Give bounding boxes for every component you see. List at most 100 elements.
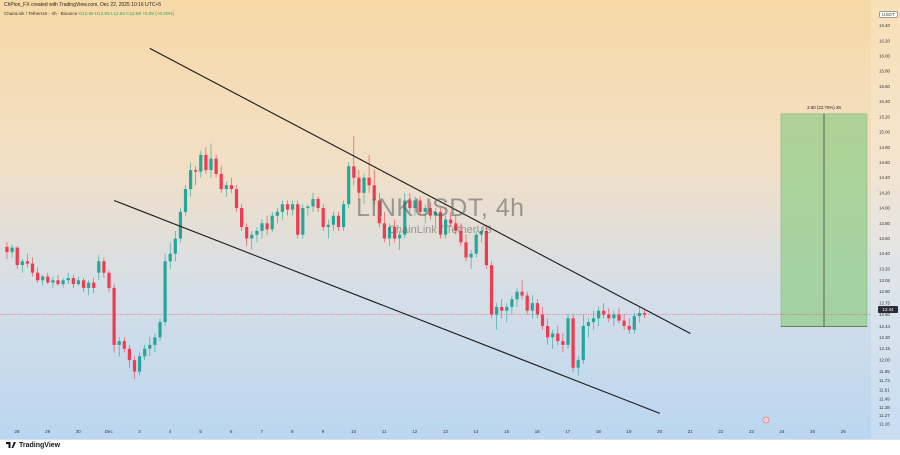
candle-body: [505, 306, 509, 311]
candle-body: [117, 341, 121, 345]
candle-body: [357, 177, 361, 193]
candle-body: [132, 360, 137, 372]
candle-body: [382, 223, 386, 239]
candle-body: [551, 333, 555, 338]
y-tick-label: 11.49: [879, 396, 890, 401]
candle-body: [433, 211, 437, 216]
candle-body: [597, 310, 601, 319]
candle-body: [148, 344, 152, 349]
candle-body: [459, 230, 463, 243]
candle-body: [464, 242, 468, 258]
candle-body: [178, 211, 182, 239]
candle-body: [331, 215, 335, 225]
candle-body: [586, 322, 590, 326]
candle-body: [362, 177, 366, 193]
y-tick-label: 12.30: [879, 335, 891, 340]
candle-body: [408, 200, 412, 209]
candle-body: [301, 208, 305, 235]
candle-body: [449, 219, 453, 224]
candle-body: [260, 223, 264, 231]
tradingview-logo[interactable]: TradingView: [6, 442, 60, 449]
candle-body: [36, 272, 40, 281]
candle-body: [30, 263, 35, 273]
y-tick-label: 11.73: [879, 378, 890, 383]
candle-body: [51, 280, 55, 283]
x-tick-label: 20: [657, 429, 662, 434]
candle-body: [316, 198, 320, 209]
candle-body: [173, 238, 177, 254]
candle-body: [92, 282, 96, 288]
y-tick-label: 11.38: [879, 405, 890, 410]
y-tick-label: 13.40: [879, 251, 891, 256]
attribution-text: ChPion_FX created with TradingView.com, …: [4, 2, 162, 8]
candle-body: [87, 282, 91, 288]
x-tick-label: 19: [627, 429, 632, 434]
candle-body: [495, 306, 499, 315]
tradingview-logo-icon: [6, 442, 16, 448]
candle-body: [444, 219, 448, 235]
candle-body: [81, 280, 86, 288]
candle-body: [245, 227, 249, 239]
y-tick-label: 12.75: [879, 301, 891, 306]
y-tick-label: 15.00: [879, 130, 891, 135]
candle-body: [423, 208, 427, 212]
candle-body: [372, 185, 376, 201]
candle-body: [347, 166, 351, 205]
candle-body: [204, 154, 208, 171]
candle-body: [270, 215, 274, 230]
last-price-tag: 12.44: [878, 306, 898, 313]
y-tick-label: 14.00: [879, 206, 891, 211]
y-tick-label: 13.80: [879, 221, 891, 226]
candle-body: [66, 278, 70, 281]
y-tick-label: 11.61: [879, 387, 890, 392]
candle-body: [306, 206, 310, 209]
candle-body: [418, 200, 422, 212]
x-tick-label: 11: [382, 429, 387, 434]
candle-body: [229, 185, 233, 190]
event-marker-icon: [762, 416, 770, 424]
candle-body: [209, 158, 213, 171]
candle-body: [469, 253, 473, 258]
candle-body: [107, 272, 111, 288]
candle-body: [56, 280, 60, 285]
candle-body: [515, 291, 519, 300]
candle-body: [25, 261, 29, 264]
currency-unit-button[interactable]: USDT: [879, 11, 898, 18]
y-tick-label: 13.20: [879, 266, 891, 271]
candle-body: [500, 306, 504, 311]
candle-body: [321, 208, 325, 228]
y-tick-label: 14.40: [879, 175, 891, 180]
x-tick-label: 16: [535, 429, 540, 434]
candle-body: [138, 356, 142, 372]
y-tick-label: 11.27: [879, 413, 890, 418]
candle-body: [280, 204, 284, 212]
x-tick-label: 17: [565, 429, 570, 434]
candle-body: [525, 295, 529, 311]
candle-body: [336, 215, 341, 228]
candle-body: [387, 227, 392, 239]
candle-body: [581, 325, 585, 361]
y-tick-label: 15.40: [879, 99, 891, 104]
candle-body: [219, 173, 223, 190]
x-tick-label: 22: [718, 429, 723, 434]
candle-body: [632, 316, 636, 330]
candle-body: [46, 276, 50, 283]
x-tick-label: 25: [810, 429, 815, 434]
channel-upper-line: [149, 47, 691, 335]
x-tick-label: 29: [45, 429, 50, 434]
candle-body: [627, 325, 631, 330]
x-tick-label: 6: [230, 429, 233, 434]
candle-body: [520, 291, 524, 296]
symbol-line[interactable]: ChainLink / TetherUS · 4h · Binance: [4, 11, 78, 16]
candle-body: [10, 247, 14, 253]
candle-body: [612, 314, 616, 319]
x-tick-label: 23: [749, 429, 754, 434]
candle-body: [163, 261, 167, 323]
candle-body: [194, 170, 198, 172]
candle-body: [61, 280, 65, 285]
y-tick-label: 14.20: [879, 190, 891, 195]
candle-body: [112, 287, 116, 345]
candle-body: [199, 154, 203, 172]
